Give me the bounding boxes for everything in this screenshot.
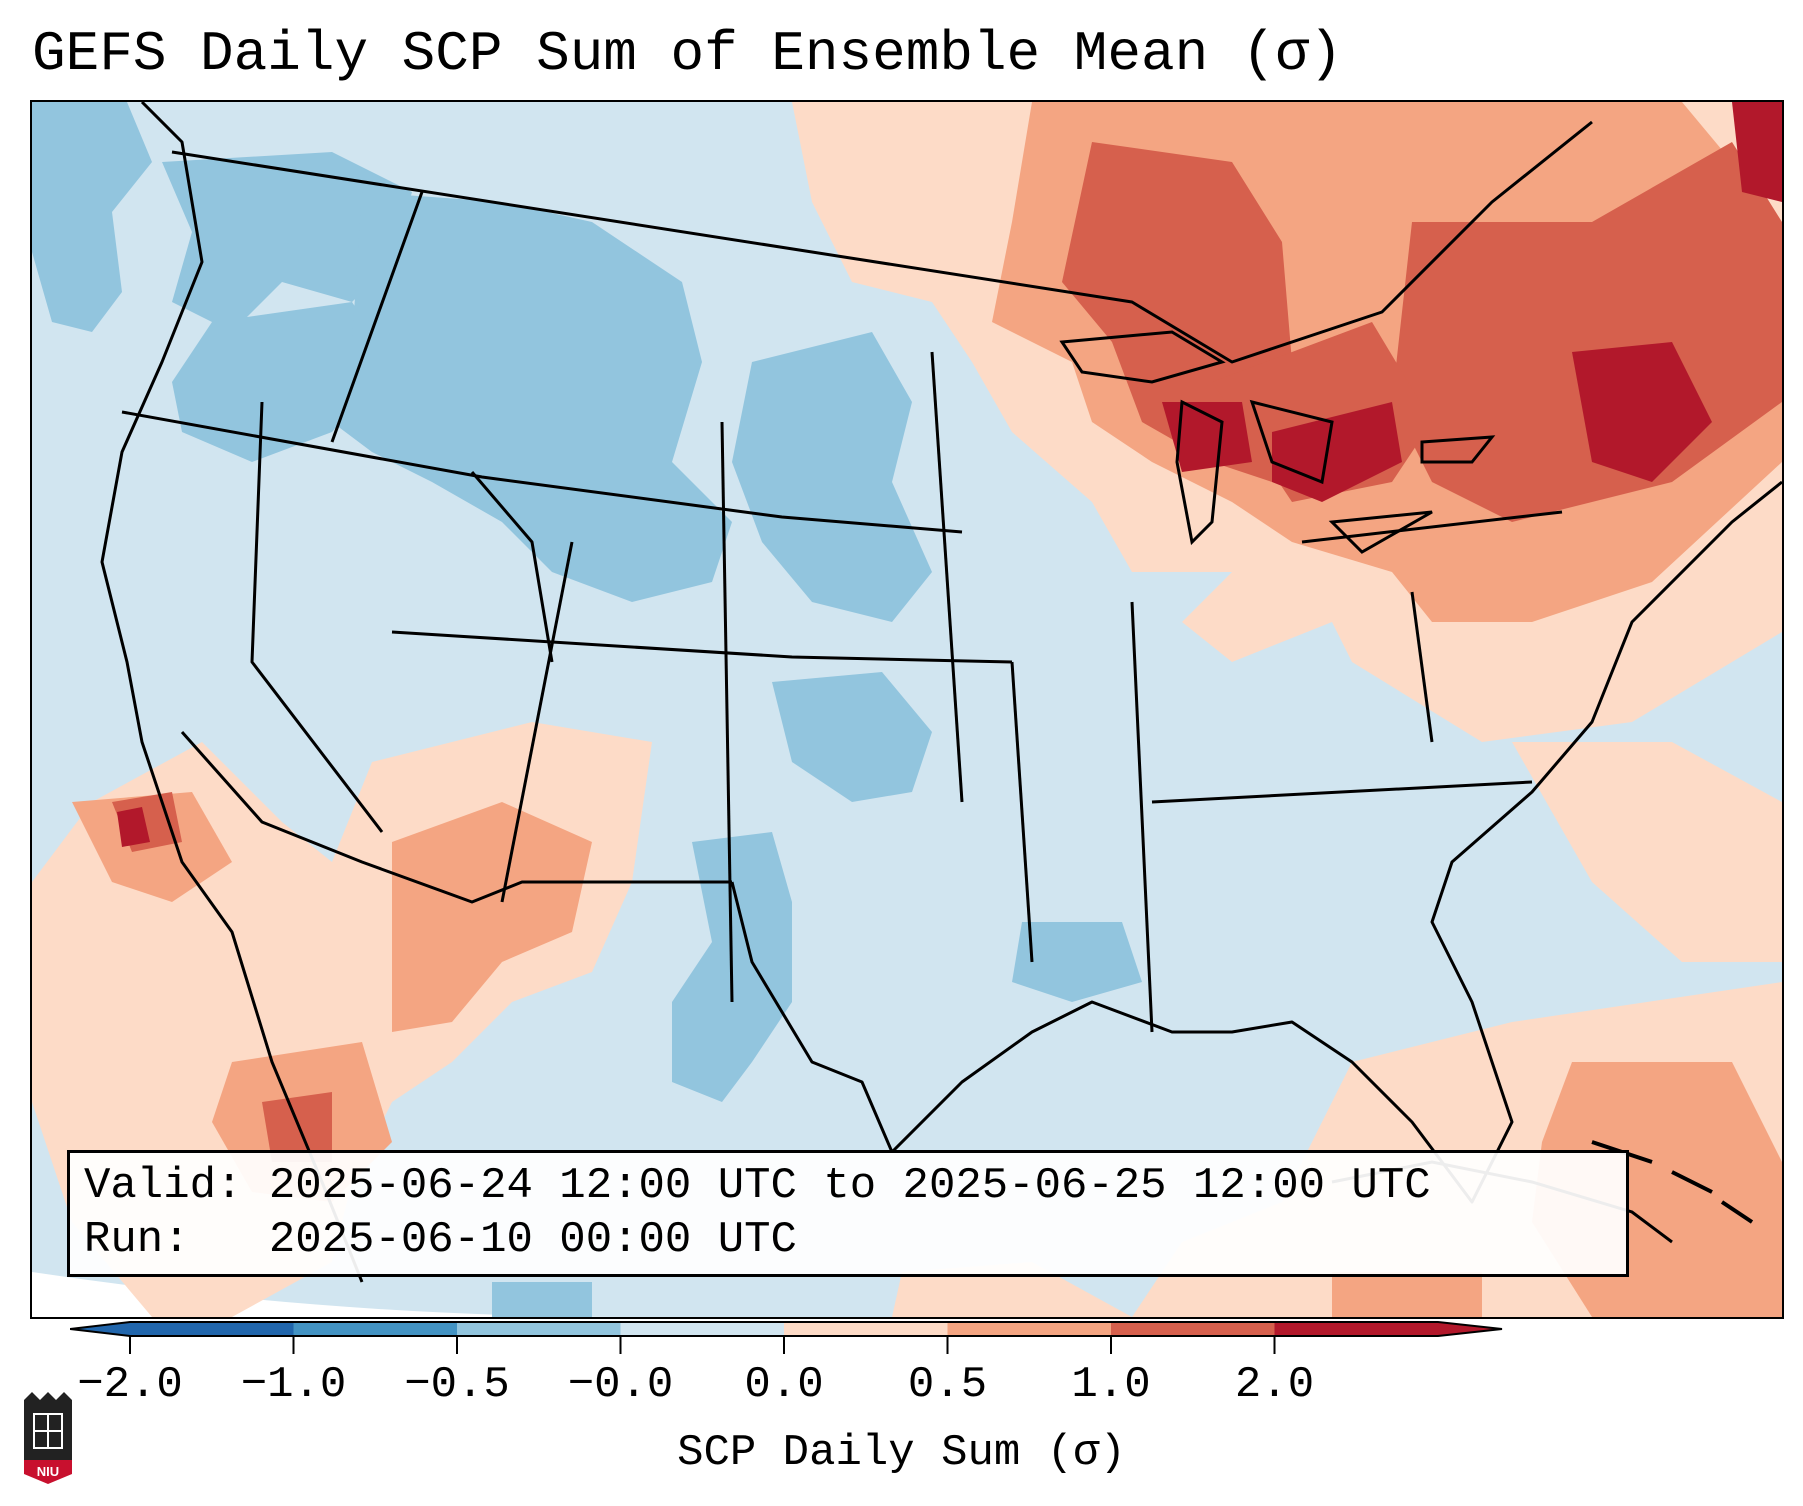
pos-mod-jamaica: [1332, 1272, 1482, 1317]
niu-logo-icon: NIU: [24, 1392, 72, 1484]
colorbar-segment: [457, 1322, 621, 1336]
nevada-boundary: [250, 401, 384, 833]
very-strong-positive-layer: [117, 102, 1782, 847]
colorbar-tick-label: 1.0: [1071, 1360, 1151, 1410]
colorbar-ticks: [129, 1336, 1276, 1354]
neg-louisiana: [1012, 922, 1142, 1002]
rio-grande: [730, 881, 894, 1153]
appalachian-line: [1410, 591, 1434, 743]
colorbar-label: SCP Daily Sum (σ): [677, 1428, 1126, 1478]
neg-washington: [162, 152, 412, 332]
colorbar-segment: [130, 1322, 294, 1336]
colorbar-tick-label: 2.0: [1234, 1360, 1315, 1410]
high-plains-line: [720, 421, 734, 1003]
anomaly-map: [32, 102, 1782, 1317]
run-label: Run:: [84, 1215, 190, 1265]
kansas-colorado-line: [391, 630, 1013, 664]
colorbar-segment: [293, 1322, 457, 1336]
great-lakes: [1059, 330, 1496, 554]
valid-label: Valid:: [84, 1161, 243, 1211]
chart-title: GEFS Daily SCP Sum of Ensemble Mean (σ): [32, 22, 1343, 86]
colorbar-segment: [1274, 1322, 1438, 1336]
lake-huron: [1249, 399, 1334, 485]
neg-bay-of-campeche: [492, 1282, 592, 1317]
wyoming-boundary: [470, 471, 554, 663]
us-mexico-west: [180, 731, 732, 904]
pos-vstrong-quebec-corner: [1732, 102, 1782, 202]
run-time: 2025-06-10 00:00 UTC: [268, 1215, 797, 1265]
new-mexico-west: [500, 541, 574, 903]
northern-tier-line: [121, 410, 963, 534]
pos-mod-arizona: [392, 802, 592, 1032]
lake-superior: [1059, 330, 1226, 384]
colorbar-segment: [620, 1322, 784, 1336]
tennessee-line: [1151, 780, 1533, 804]
colorbar-tick-label: −0.0: [567, 1360, 674, 1410]
colorbar-extend-min: [70, 1322, 130, 1336]
pos-vstrong-georgian-bay: [1162, 402, 1252, 472]
colorbar-tick-label: −0.5: [404, 1360, 510, 1410]
colorbar-segment: [784, 1322, 948, 1336]
pos-strong-sinaloa: [262, 1092, 332, 1162]
colorbar-segment: [947, 1322, 1111, 1336]
neg-pacific-nw: [32, 102, 152, 332]
pos-vstrong-maine: [1572, 342, 1712, 482]
missouri-river-line: [930, 351, 964, 803]
valid-range: 2025-06-24 12:00 UTC to 2025-06-25 12:00…: [268, 1161, 1431, 1211]
colorbar-tick-label: 0.5: [907, 1360, 988, 1410]
canada-border: [171, 120, 1593, 364]
neg-idaho-montana-wyoming: [332, 192, 732, 602]
colorbar-segments: [70, 1321, 1503, 1337]
colorbar-extend-max: [1438, 1322, 1502, 1336]
logo-text: NIU: [37, 1464, 59, 1479]
pos-vstrong-pacific-spot: [117, 807, 150, 847]
negative-anomaly-layer: [32, 102, 1142, 1317]
colorbar-tick-label: 0.0: [744, 1360, 824, 1410]
map-panel: [30, 100, 1784, 1319]
lake-erie: [1328, 510, 1433, 554]
alabama-line: [1130, 601, 1154, 1033]
validity-info-box: Valid: 2025-06-24 12:00 UTC to 2025-06-2…: [67, 1150, 1629, 1277]
pos-vstrong-lake-ontario: [1272, 402, 1402, 502]
colorbar-tick-label: −2.0: [77, 1360, 183, 1410]
lake-ontario: [1420, 435, 1496, 464]
pos-weak-atlantic: [1512, 742, 1782, 962]
colorbar-segment: [1111, 1322, 1275, 1336]
idaho-west: [330, 191, 424, 443]
lake-michigan: [1175, 399, 1224, 546]
west-coast: [100, 102, 364, 1283]
colorbar-tick-label: −1.0: [240, 1360, 347, 1410]
neg-oklahoma: [772, 672, 932, 802]
neg-dakotas: [732, 332, 932, 622]
mississippi-line: [1010, 661, 1034, 963]
colorbar: [70, 1321, 1503, 1354]
